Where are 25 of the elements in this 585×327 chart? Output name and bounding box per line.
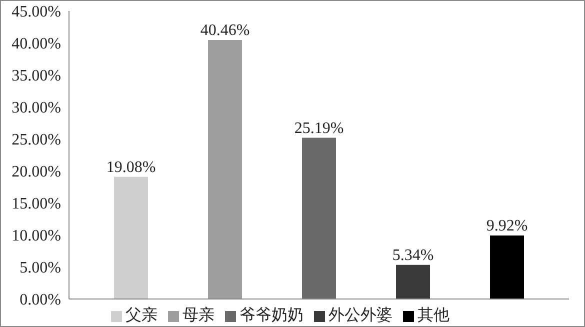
legend-label: 爷爷奶奶 (240, 307, 304, 324)
bar (490, 236, 524, 299)
data-label: 5.34% (392, 246, 434, 264)
legend-label: 父亲 (126, 307, 158, 324)
y-tick-label: 25.00% (12, 132, 61, 149)
y-tick-label: 35.00% (12, 68, 61, 85)
data-label: 40.46% (200, 22, 250, 40)
y-tick-label: 10.00% (12, 228, 61, 245)
bar (396, 264, 430, 299)
data-label: 19.08% (106, 158, 156, 176)
bar (208, 40, 242, 299)
y-tick-label: 0.00% (20, 292, 61, 309)
bar (302, 138, 336, 299)
data-label: 9.92% (486, 218, 528, 235)
y-tick-label: 40.00% (12, 36, 61, 53)
y-tick-label: 20.00% (12, 164, 61, 181)
legend-label: 外公外婆 (328, 307, 392, 324)
bar (114, 176, 148, 299)
data-label: 25.19% (294, 120, 344, 137)
legend-label: 其他 (418, 307, 450, 324)
y-tick-label: 30.00% (12, 100, 61, 117)
legend-label: 母亲 (182, 307, 214, 324)
y-tick-label: 45.00% (12, 4, 61, 21)
y-tick-label: 15.00% (12, 196, 61, 213)
y-tick-label: 5.00% (20, 260, 61, 277)
